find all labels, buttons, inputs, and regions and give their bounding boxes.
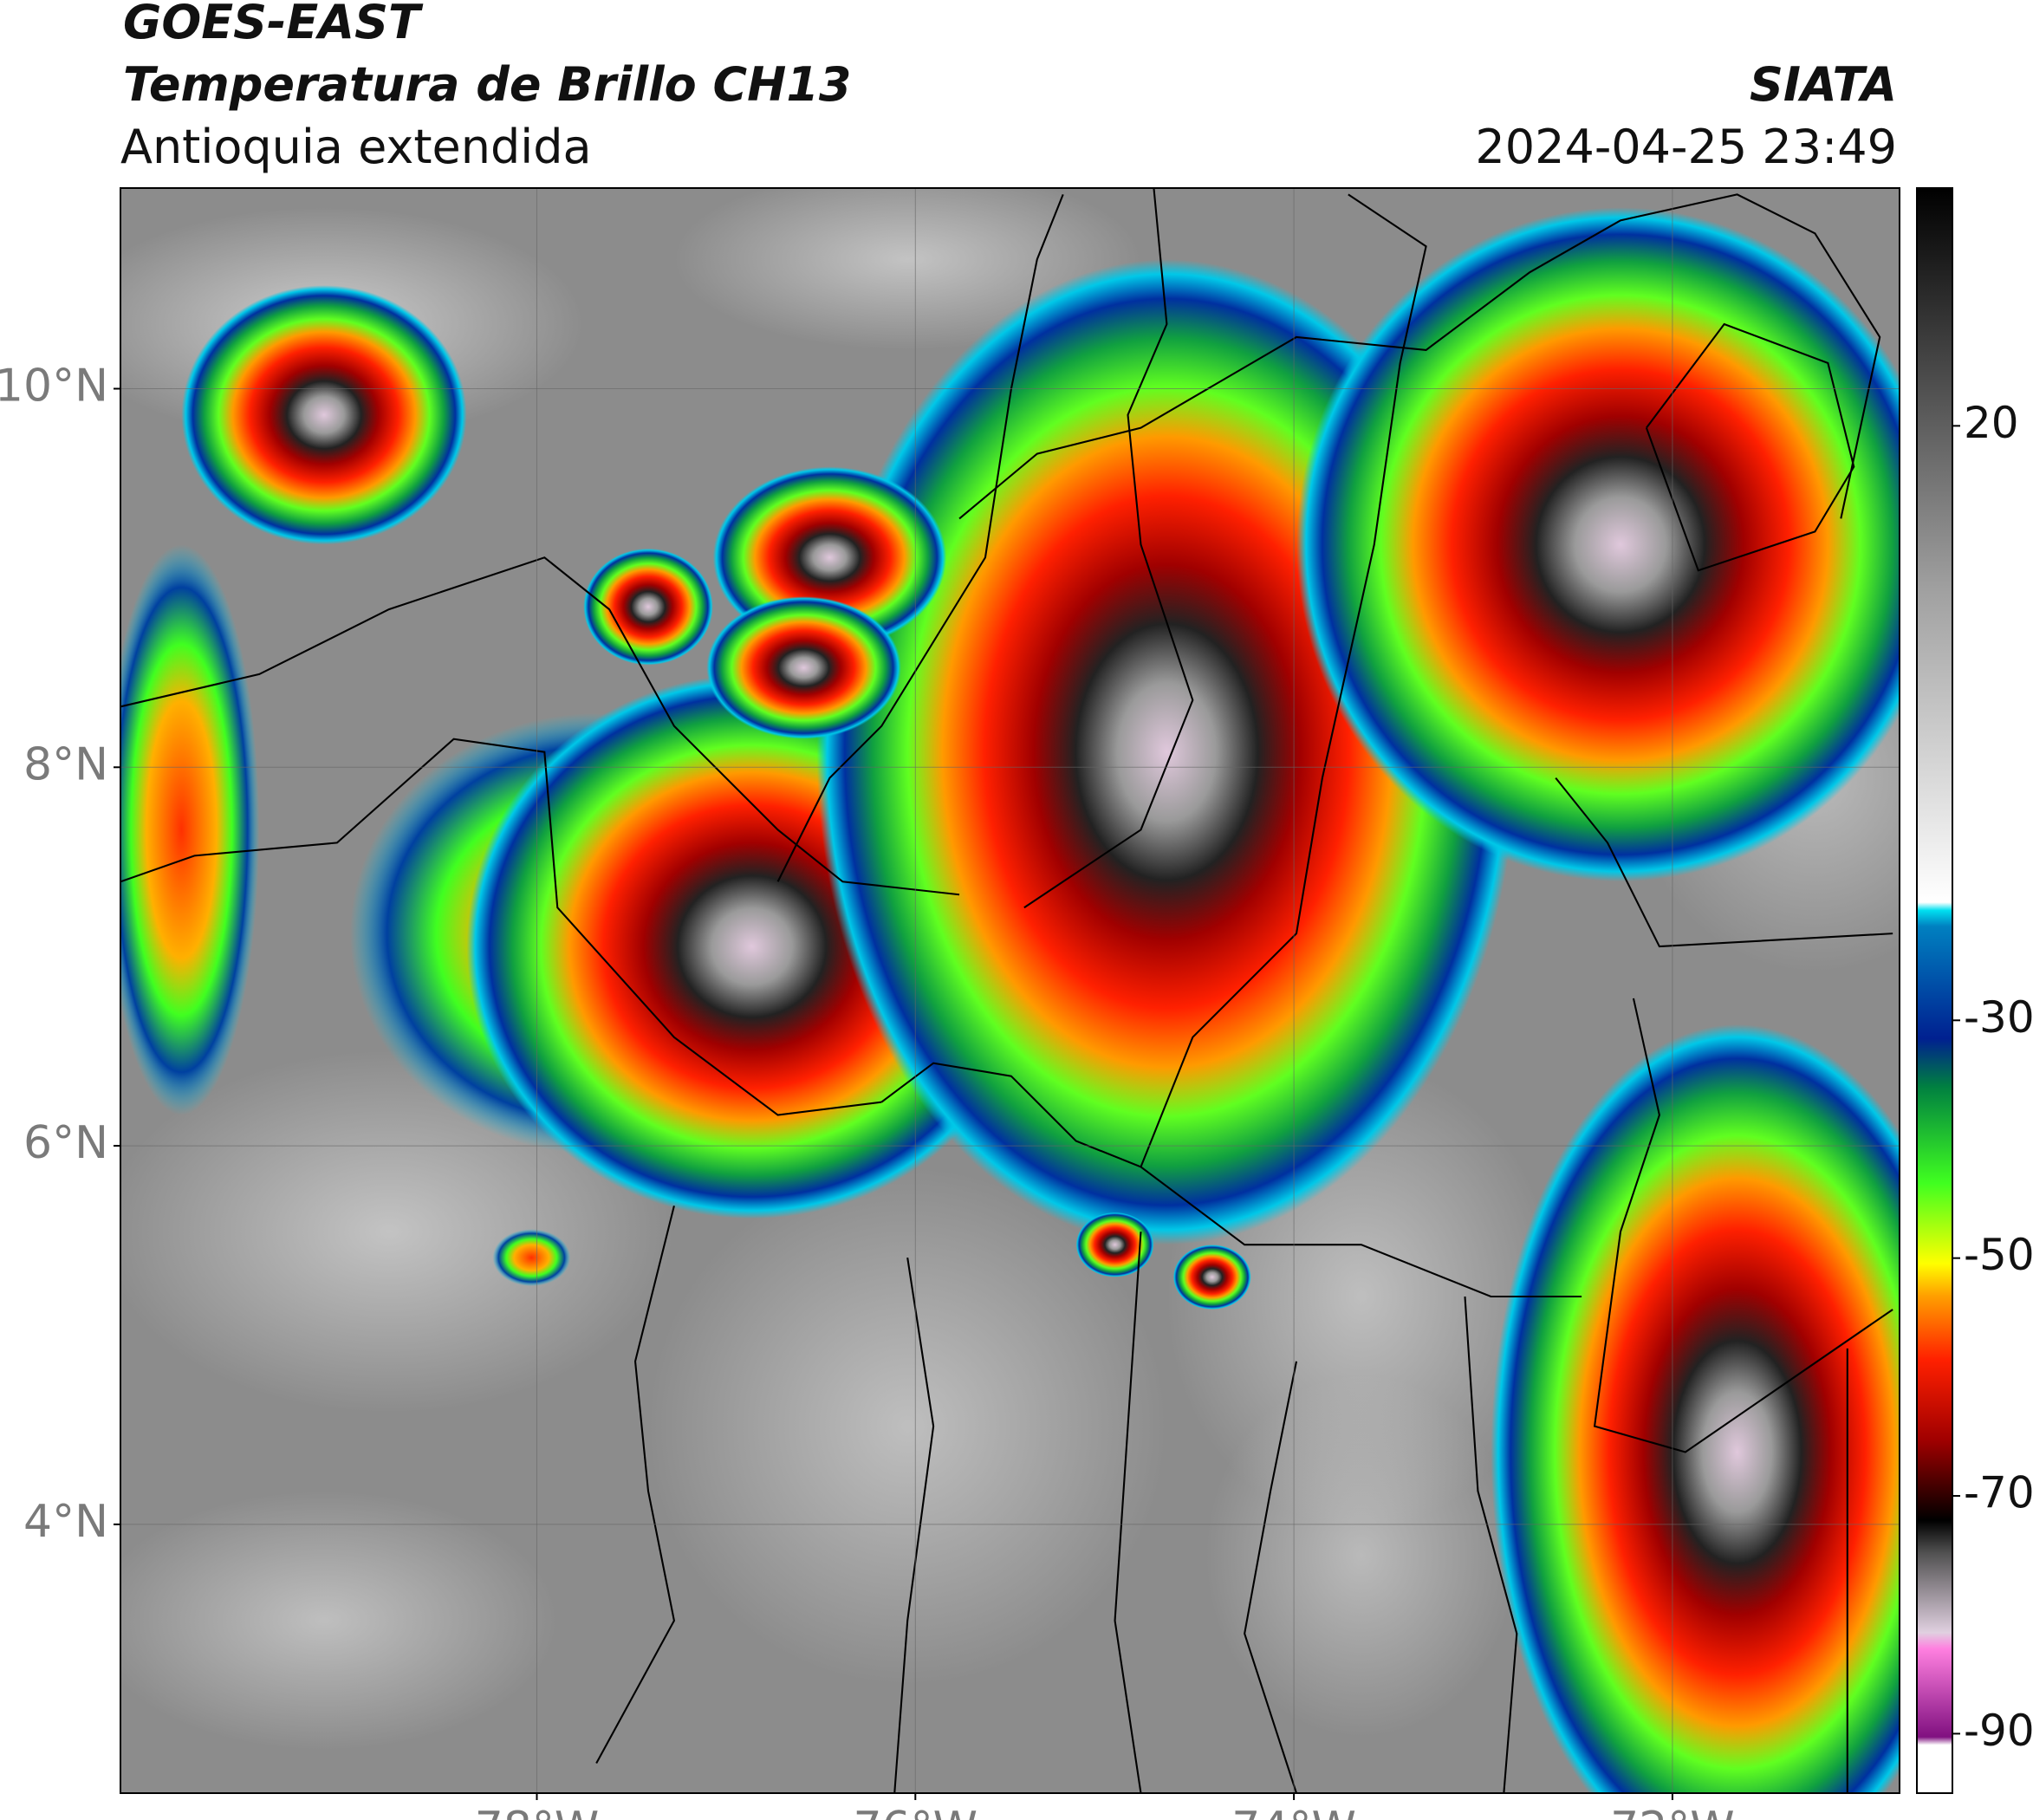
y-tick-label: 4°N — [23, 1496, 108, 1548]
satellite-image — [120, 188, 1900, 1793]
datetime: 2024-04-25 23:49 — [1475, 120, 1897, 174]
x-tick-label: 76°W — [854, 1803, 978, 1820]
colorbar-label: 20 — [1964, 398, 2019, 448]
x-tick-label: 72°W — [1610, 1803, 1735, 1820]
y-tick-label: 10°N — [0, 361, 108, 413]
colorbar-label: -50 — [1964, 1230, 2033, 1280]
x-tick-label: 74°W — [1231, 1803, 1356, 1820]
colorbar-label: -90 — [1964, 1706, 2033, 1756]
colorbar-label: -70 — [1964, 1468, 2033, 1518]
title: Temperatura de Brillo CH13 — [123, 57, 852, 112]
y-tick-label: 8°N — [23, 738, 108, 790]
colorbar — [1916, 187, 1953, 1794]
source: SIATA — [1750, 57, 1897, 112]
x-tick-label: 78°W — [475, 1803, 600, 1820]
map-frame — [120, 187, 1900, 1794]
satellite: GOES-EAST — [123, 0, 424, 49]
region: Antioquia extendida — [120, 120, 592, 174]
y-tick-label: 6°N — [23, 1117, 108, 1169]
colorbar-label: -30 — [1964, 992, 2033, 1043]
